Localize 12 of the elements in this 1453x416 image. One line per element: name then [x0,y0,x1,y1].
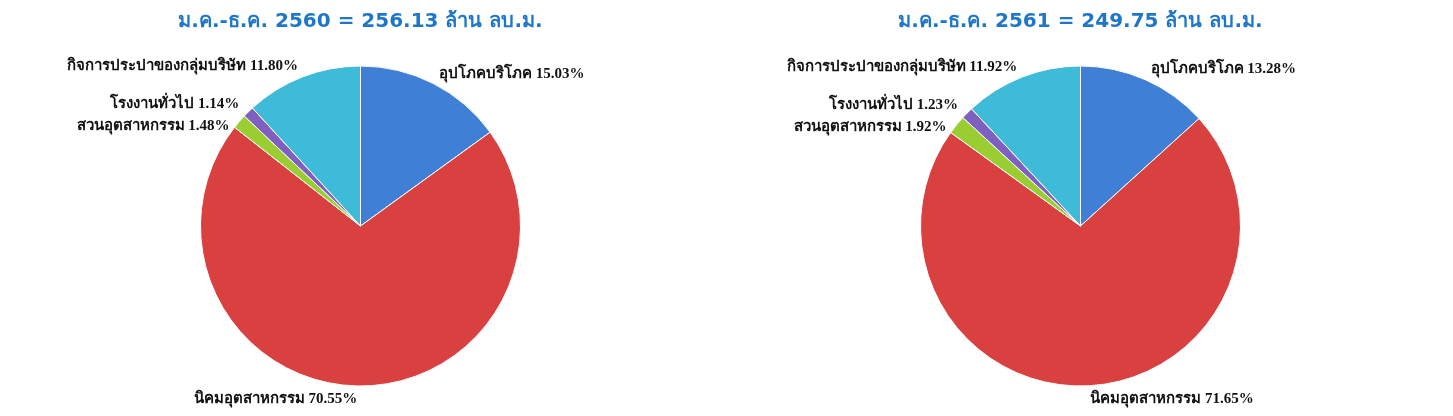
slice-label: กิจการประปาของกลุ่มบริษัท 11.92% [786,56,1018,76]
slice-label: โรงงานทั่วไป 1.23% [828,93,959,113]
slice-label: กิจการประปาของกลุ่มบริษัท 11.80% [67,56,298,76]
slice-label: สวนอุตสาหกรรม 1.48% [76,117,230,136]
slice-label: อุปโภคบริโภค 13.28% [1150,58,1297,79]
slice-label: อุปโภคบริโภค 15.03% [439,62,585,83]
slice-label: นิคมอุตสาหกรรม 71.65% [1090,389,1254,409]
slice-label: นิคมอุตสาหกรรม 70.55% [193,389,358,409]
slice-label: สวนอุตสาหกรรม 1.92% [793,118,947,137]
slice-label: โรงงานทั่วไป 1.14% [109,92,240,112]
chart-title: ม.ค.-ธ.ค. 2560 = 256.13 ล้าน ลบ.ม. [178,7,543,32]
chart-title: ม.ค.-ธ.ค. 2561 = 249.75 ล้าน ลบ.ม. [898,7,1263,32]
